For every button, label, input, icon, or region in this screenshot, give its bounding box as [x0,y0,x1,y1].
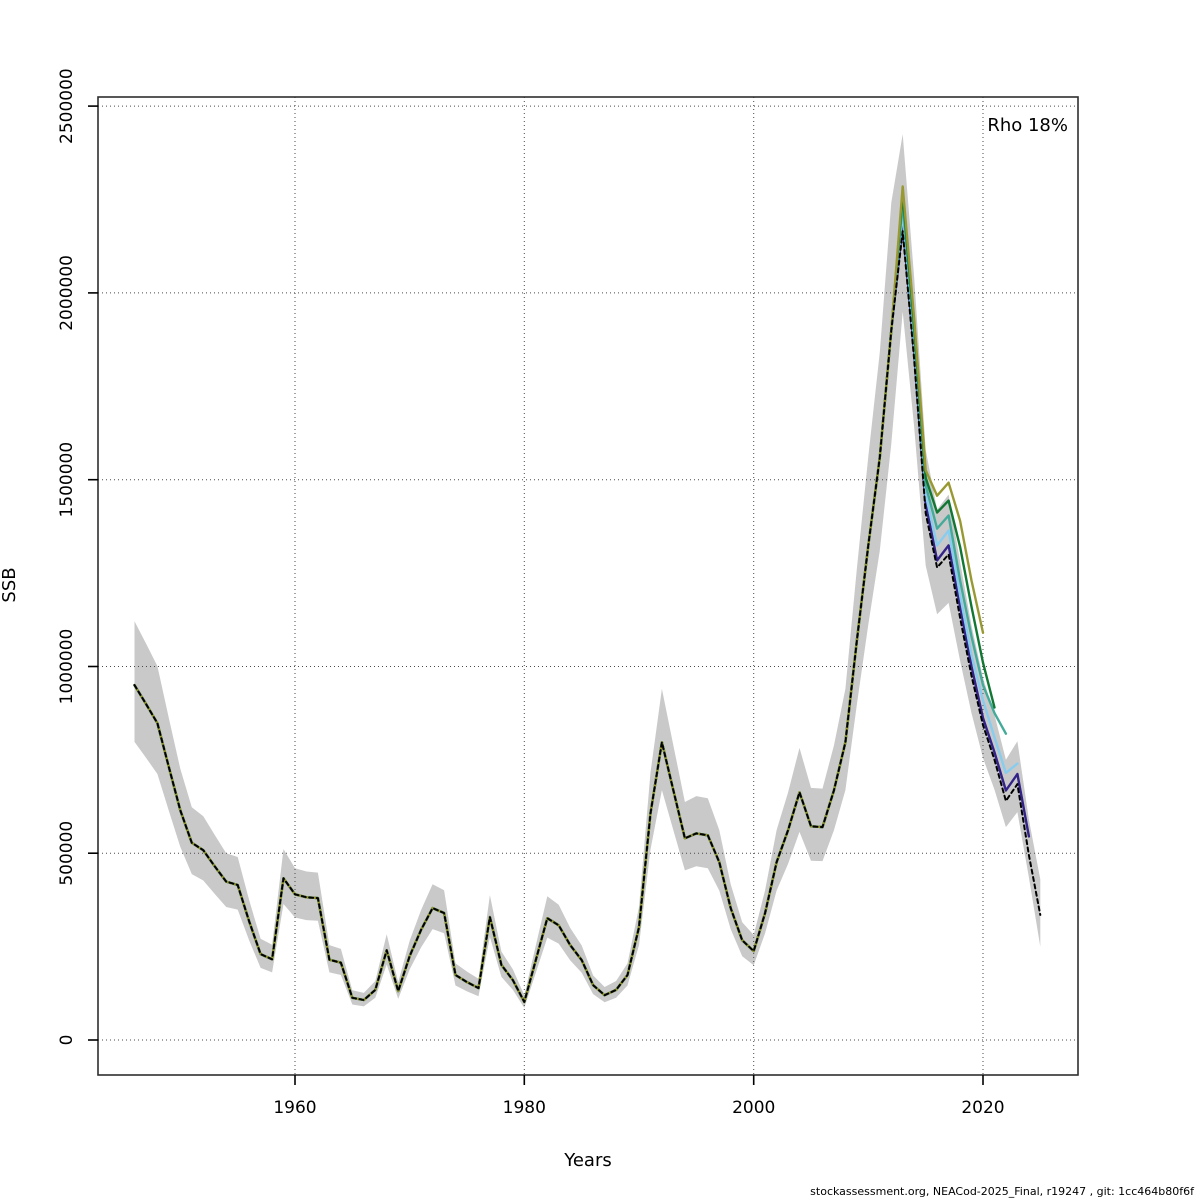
confidence-band [134,134,1041,1008]
x-tick-label-2000: 2000 [732,1098,775,1118]
y-axis-title: SSB [0,567,20,602]
x-tick-label-2020: 2020 [961,1098,1004,1118]
y-tick-label-1500000: 1500000 [57,442,77,518]
y-tick-label-0: 0 [57,1035,77,1046]
confidence-band-layer [134,134,1041,1008]
x-tick-label-1980: 1980 [503,1098,546,1118]
base-run-2025-line [133,230,1042,1003]
x-axis-title: Years [563,1150,612,1171]
plot-frame-layer [97,96,1079,1076]
retro-peel-2022-line [133,201,1008,1004]
series-layer [133,185,1042,1004]
plot-frame [97,96,1079,1076]
footer-credit: stockassessment.org, NEACod-2025_Final, … [810,1185,1195,1198]
gridline-layer [98,97,1078,1075]
y-tick-label-500000: 500000 [57,821,77,886]
y-tick-label-2500000: 2500000 [57,68,77,144]
y-tick-label-1000000: 1000000 [57,629,77,705]
x-tick-label-1960: 1960 [273,1098,316,1118]
y-tick-label-2000000: 2000000 [57,255,77,331]
rho-annotation: Rho 18% [987,115,1068,136]
axis-tick-layer: 0 500000 1000000 1500000 2000000 2500000 1960 1… [57,68,1005,1118]
